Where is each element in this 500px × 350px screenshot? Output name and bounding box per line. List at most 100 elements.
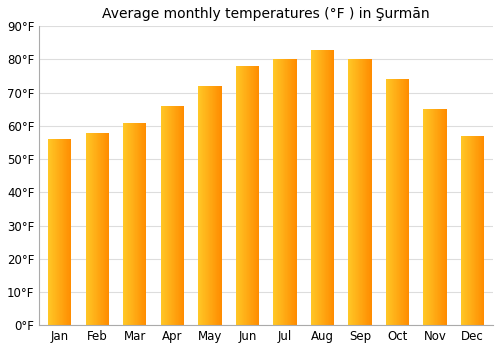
Bar (431, 109, 432, 325)
Bar (399, 79, 400, 325)
Bar (198, 86, 199, 325)
Bar (170, 106, 171, 325)
Bar (390, 79, 391, 325)
Bar (358, 60, 359, 325)
Bar (397, 79, 398, 325)
Bar (254, 66, 255, 325)
Bar (177, 106, 178, 325)
Bar (361, 60, 362, 325)
Bar (481, 136, 482, 325)
Bar (474, 136, 475, 325)
Bar (480, 136, 481, 325)
Bar (445, 109, 446, 325)
Bar (312, 50, 313, 325)
Bar (95, 133, 96, 325)
Bar (295, 60, 296, 325)
Bar (438, 109, 439, 325)
Bar (405, 79, 406, 325)
Bar (403, 79, 404, 325)
Bar (241, 66, 242, 325)
Bar (391, 79, 392, 325)
Bar (242, 66, 244, 325)
Bar (282, 60, 283, 325)
Bar (479, 136, 480, 325)
Bar (205, 86, 206, 325)
Bar (364, 60, 365, 325)
Bar (173, 106, 174, 325)
Bar (275, 60, 276, 325)
Bar (96, 133, 98, 325)
Bar (237, 66, 238, 325)
Bar (257, 66, 258, 325)
Bar (425, 109, 426, 325)
Bar (220, 86, 221, 325)
Bar (430, 109, 431, 325)
Bar (103, 133, 104, 325)
Bar (476, 136, 477, 325)
Bar (395, 79, 396, 325)
Bar (289, 60, 290, 325)
Bar (400, 79, 401, 325)
Bar (468, 136, 469, 325)
Bar (60, 139, 61, 325)
Bar (363, 60, 364, 325)
Bar (211, 86, 212, 325)
Bar (213, 86, 214, 325)
Bar (326, 50, 327, 325)
Bar (482, 136, 483, 325)
Bar (273, 60, 274, 325)
Bar (125, 122, 126, 325)
Bar (90, 133, 91, 325)
Bar (200, 86, 201, 325)
Bar (208, 86, 210, 325)
Bar (285, 60, 286, 325)
Bar (135, 122, 136, 325)
Bar (323, 50, 324, 325)
Bar (246, 66, 247, 325)
Bar (315, 50, 316, 325)
Bar (467, 136, 468, 325)
Bar (433, 109, 434, 325)
Bar (424, 109, 425, 325)
Bar (219, 86, 220, 325)
Bar (100, 133, 101, 325)
Bar (393, 79, 394, 325)
Bar (123, 122, 124, 325)
Bar (322, 50, 323, 325)
Bar (167, 106, 168, 325)
Bar (70, 139, 71, 325)
Bar (317, 50, 318, 325)
Bar (105, 133, 106, 325)
Bar (214, 86, 215, 325)
Bar (240, 66, 241, 325)
Bar (366, 60, 367, 325)
Bar (286, 60, 287, 325)
Bar (404, 79, 405, 325)
Bar (166, 106, 167, 325)
Bar (314, 50, 315, 325)
Bar (394, 79, 395, 325)
Bar (251, 66, 252, 325)
Bar (276, 60, 278, 325)
Bar (321, 50, 322, 325)
Bar (280, 60, 281, 325)
Bar (357, 60, 358, 325)
Bar (465, 136, 466, 325)
Bar (318, 50, 319, 325)
Bar (252, 66, 253, 325)
Bar (284, 60, 285, 325)
Bar (91, 133, 92, 325)
Bar (131, 122, 132, 325)
Bar (49, 139, 50, 325)
Bar (201, 86, 202, 325)
Bar (101, 133, 102, 325)
Bar (175, 106, 176, 325)
Bar (126, 122, 128, 325)
Bar (124, 122, 125, 325)
Bar (136, 122, 137, 325)
Bar (182, 106, 183, 325)
Bar (255, 66, 256, 325)
Bar (355, 60, 356, 325)
Bar (250, 66, 251, 325)
Bar (142, 122, 143, 325)
